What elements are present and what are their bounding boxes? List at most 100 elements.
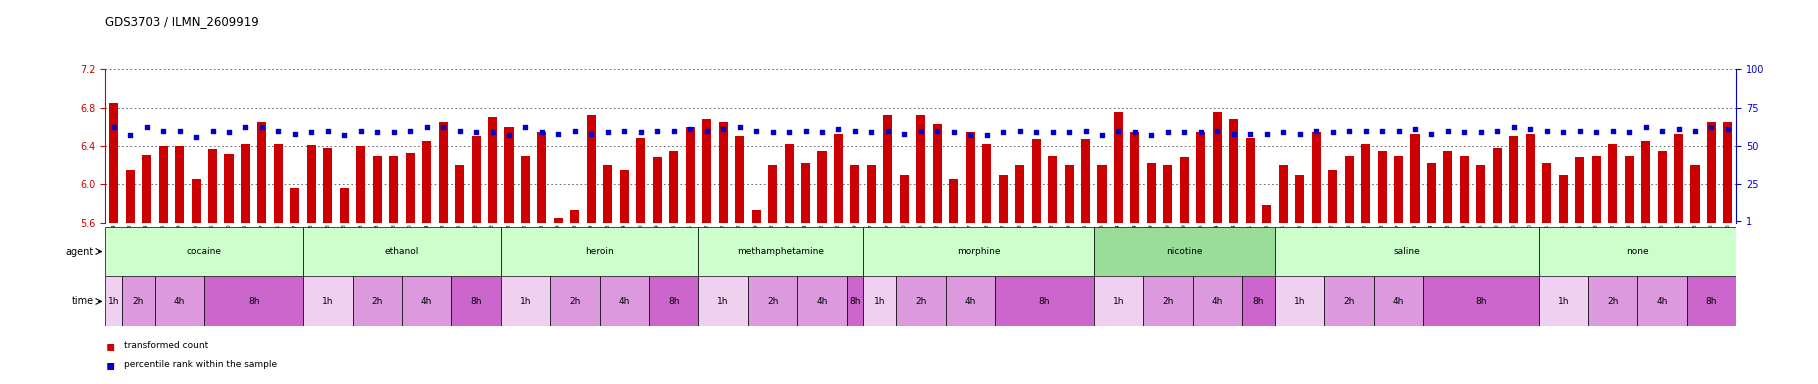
Text: 4h: 4h <box>1393 297 1403 306</box>
Bar <box>998 175 1007 223</box>
Bar <box>798 276 847 326</box>
Point <box>527 129 556 135</box>
Text: 1h: 1h <box>874 297 885 306</box>
Text: transformed count: transformed count <box>124 341 207 350</box>
Bar <box>1031 139 1040 223</box>
Bar <box>1509 136 1518 223</box>
Text: 2h: 2h <box>1607 297 1618 306</box>
Bar <box>1538 276 1587 326</box>
Bar <box>1164 165 1173 223</box>
Bar <box>1587 276 1638 326</box>
Bar <box>604 165 613 223</box>
Bar <box>204 276 304 326</box>
Text: heroin: heroin <box>585 247 614 256</box>
Point <box>660 127 689 134</box>
Point <box>329 132 358 138</box>
Bar <box>1638 276 1687 326</box>
Bar <box>1094 276 1144 326</box>
Bar <box>224 154 233 223</box>
Bar <box>1493 148 1502 223</box>
Bar <box>718 122 727 223</box>
Bar <box>1180 157 1189 223</box>
Bar <box>847 276 864 326</box>
Text: 1h: 1h <box>718 297 729 306</box>
Bar <box>1460 156 1469 223</box>
Text: 8h: 8h <box>667 297 680 306</box>
Text: 2h: 2h <box>1344 297 1354 306</box>
Bar <box>307 145 316 223</box>
Point <box>1483 127 1513 134</box>
Bar <box>1014 165 1024 223</box>
Text: 1h: 1h <box>107 297 120 306</box>
Text: nicotine: nicotine <box>1165 247 1204 256</box>
Point <box>413 124 442 131</box>
Point <box>1054 129 1084 135</box>
Text: morphine: morphine <box>956 247 1000 256</box>
Point <box>1416 131 1445 137</box>
Bar <box>916 115 925 223</box>
Point <box>940 129 969 135</box>
Bar <box>1423 276 1538 326</box>
Bar <box>500 276 551 326</box>
Bar <box>1591 156 1600 223</box>
Bar <box>1213 113 1222 223</box>
Point <box>511 124 540 131</box>
Bar <box>1098 165 1107 223</box>
Point <box>1302 127 1331 134</box>
Bar <box>471 136 480 223</box>
Bar <box>945 276 994 326</box>
Bar <box>155 276 204 326</box>
Point <box>856 129 885 135</box>
Point <box>989 129 1018 135</box>
Text: 2h: 2h <box>767 297 778 306</box>
Point <box>1071 127 1100 134</box>
Bar <box>258 122 267 223</box>
Bar <box>1691 165 1700 223</box>
Bar <box>1625 156 1634 223</box>
Point <box>247 124 276 131</box>
Bar <box>864 276 896 326</box>
Point <box>1516 126 1545 132</box>
Point <box>100 124 129 131</box>
Point <box>1582 129 1611 135</box>
Bar <box>454 165 464 223</box>
Bar <box>1196 132 1205 223</box>
Point <box>462 129 491 135</box>
Point <box>758 129 787 135</box>
Bar <box>1345 156 1354 223</box>
Bar <box>818 151 827 223</box>
Bar <box>1674 134 1683 223</box>
Bar <box>1082 139 1091 223</box>
Bar <box>802 163 811 223</box>
Point <box>1022 129 1051 135</box>
Text: 4h: 4h <box>175 297 185 306</box>
Point <box>362 129 391 135</box>
Point <box>1663 126 1693 132</box>
Text: methamphetamine: methamphetamine <box>738 247 824 256</box>
Point <box>198 127 227 134</box>
Point <box>396 127 425 134</box>
Text: 4h: 4h <box>618 297 631 306</box>
Bar <box>304 227 500 276</box>
Bar <box>1065 165 1074 223</box>
Point <box>1005 127 1034 134</box>
Bar <box>1311 132 1320 223</box>
Bar <box>353 276 402 326</box>
Bar <box>698 227 864 276</box>
Point <box>824 126 853 132</box>
Bar <box>600 276 649 326</box>
Bar <box>636 138 645 223</box>
Point <box>445 127 474 134</box>
Bar <box>554 218 564 223</box>
Bar <box>864 227 1094 276</box>
Bar <box>142 155 151 223</box>
Bar <box>1443 151 1453 223</box>
Point <box>1647 127 1676 134</box>
Bar <box>734 136 744 223</box>
Bar <box>767 165 776 223</box>
Point <box>345 127 375 134</box>
Point <box>1253 131 1282 137</box>
Text: 2h: 2h <box>371 297 384 306</box>
Bar <box>242 144 251 223</box>
Bar <box>1542 163 1551 223</box>
